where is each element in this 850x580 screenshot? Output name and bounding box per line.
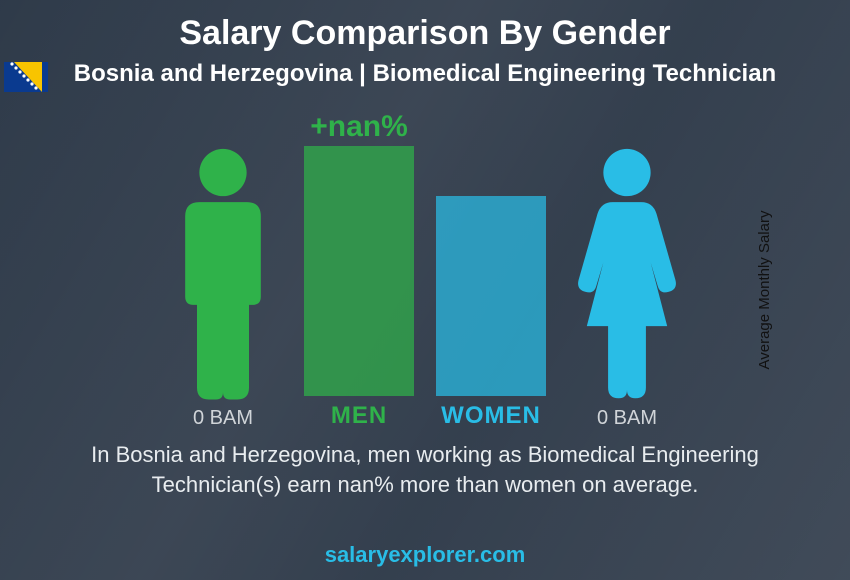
women-bar [436,196,546,396]
subtitle: Bosnia and Herzegovina | Biomedical Engi… [0,60,850,88]
men-column: 0 BAM [153,143,293,430]
subtitle-country: Bosnia and Herzegovina [74,60,353,87]
page-title: Salary Comparison By Gender [0,14,850,53]
women-value: 0 BAM [597,407,657,430]
women-bar-wrap: WOMEN [431,196,551,430]
men-value: 0 BAM [193,407,253,430]
infographic-root: Salary Comparison By Gender Bosnia and H… [0,0,850,580]
subtitle-sep: | [353,60,373,87]
men-bar-label: MEN [331,402,387,430]
subtitle-job: Biomedical Engineering Technician [373,60,777,87]
woman-icon [567,143,687,403]
description-text: In Bosnia and Herzegovina, men working a… [80,440,770,499]
men-bar-wrap: +nan% MEN [299,110,419,430]
man-icon [163,143,283,403]
women-column: 0 BAM [557,143,697,430]
flag-icon [4,62,48,92]
source-link[interactable]: salaryexplorer.com [0,542,850,568]
men-bar [304,146,414,396]
women-bar-label: WOMEN [441,402,541,430]
men-pct-label: +nan% [310,110,408,144]
chart-area: 0 BAM +nan% MEN WOMEN 0 BAM [0,100,850,430]
